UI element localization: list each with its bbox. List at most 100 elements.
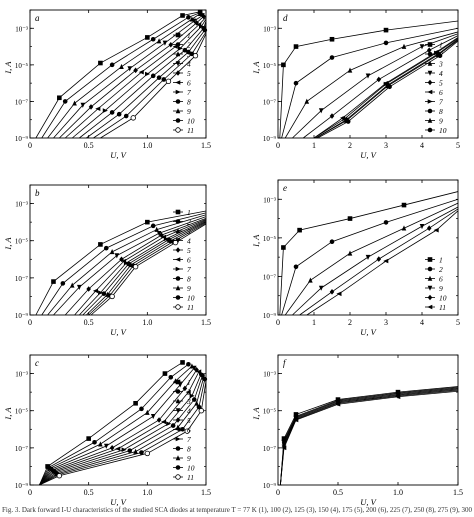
data-point — [98, 441, 103, 447]
series-line — [280, 388, 459, 486]
data-point — [162, 371, 168, 376]
legend-marker — [427, 285, 433, 291]
legend-marker — [175, 417, 181, 423]
series-line — [41, 212, 207, 316]
data-point — [185, 389, 191, 395]
data-point — [304, 98, 310, 104]
legend-label: 6 — [439, 88, 443, 97]
data-point — [182, 385, 188, 392]
data-point — [437, 53, 443, 59]
panel-letter: b — [35, 188, 40, 198]
series-5 — [59, 13, 206, 139]
series-line — [280, 386, 459, 486]
series-10 — [93, 31, 207, 139]
legend-label: 2 — [187, 218, 191, 227]
series-line — [39, 373, 202, 486]
data-point — [186, 361, 191, 367]
data-point — [156, 38, 162, 44]
data-point — [365, 254, 371, 260]
y-axis-label: I, A — [3, 237, 13, 251]
y-tick-label: 10⁻³ — [15, 25, 28, 33]
legend-label: 10 — [187, 464, 195, 473]
data-point — [419, 44, 425, 50]
series-line — [280, 387, 459, 486]
data-point — [72, 100, 77, 106]
x-tick-label: 1.5 — [201, 318, 211, 327]
data-point — [336, 291, 342, 297]
legend-marker — [175, 285, 181, 291]
series-2 — [41, 10, 203, 139]
data-point — [180, 360, 185, 365]
data-point — [329, 239, 335, 245]
data-point — [156, 75, 162, 80]
legend-label: 9 — [439, 284, 443, 293]
x-tick-label: 0 — [28, 141, 32, 150]
data-point — [194, 20, 199, 26]
x-tick-label: 2 — [348, 318, 352, 327]
x-tick-label: 1.5 — [201, 488, 211, 497]
legend-label: 5 — [439, 79, 443, 88]
legend-marker — [175, 389, 181, 394]
data-point — [109, 293, 115, 300]
data-point — [202, 376, 208, 382]
legend-marker — [175, 436, 181, 442]
legend-label: 8 — [187, 275, 191, 284]
data-point — [293, 80, 299, 86]
legend-marker — [175, 446, 181, 451]
series-3 — [47, 214, 207, 316]
data-point — [182, 47, 188, 53]
y-tick-label: 10⁻⁵ — [15, 62, 29, 70]
series-line — [279, 191, 459, 316]
x-tick-label: 1.5 — [453, 488, 463, 497]
legend-label: 5 — [187, 69, 191, 78]
legend-label: 9 — [187, 454, 191, 463]
data-point — [92, 288, 99, 294]
x-tick-label: 0 — [276, 488, 280, 497]
data-point — [127, 448, 133, 453]
panel-letter: f — [283, 358, 287, 368]
legend-marker — [175, 32, 181, 38]
x-tick-label: 3 — [384, 141, 388, 150]
x-tick-label: 5 — [456, 318, 460, 327]
panel-f: 0 0.5 1.0 1.5 10⁻⁹ 10⁻⁷ 10⁻⁵ 10⁻³ U, V I, A f — [251, 354, 463, 507]
y-tick-label: 10⁻⁷ — [263, 98, 277, 106]
data-point — [365, 73, 371, 79]
data-point — [419, 223, 425, 230]
data-point — [121, 447, 127, 453]
data-point — [119, 63, 124, 69]
x-tick-label: 0 — [28, 318, 32, 327]
legend-label: 10 — [187, 294, 195, 303]
data-point — [138, 69, 144, 75]
series-line — [39, 375, 203, 486]
legend-marker — [175, 209, 181, 215]
series-line — [39, 365, 193, 486]
data-point — [201, 13, 206, 20]
y-axis-label: I, A — [251, 61, 261, 75]
legend-label: 8 — [439, 107, 443, 116]
data-point — [116, 111, 122, 117]
legend-label: 3 — [186, 227, 191, 236]
data-point — [115, 446, 121, 452]
data-point — [133, 448, 138, 454]
legend-marker — [175, 465, 181, 470]
data-point — [101, 291, 107, 296]
legend-label: 6 — [187, 79, 191, 88]
series-2 — [281, 27, 459, 139]
data-point — [114, 253, 120, 259]
series-1 — [35, 210, 207, 316]
y-tick-label: 10⁻⁷ — [15, 275, 29, 283]
series-8 — [39, 373, 205, 486]
legend-label: 3 — [186, 397, 191, 406]
x-axis-label: U, V — [360, 327, 377, 337]
legend-marker — [427, 127, 433, 133]
data-point — [98, 290, 104, 296]
plot-frame — [29, 354, 207, 486]
data-point — [98, 242, 103, 247]
legend-label: 1 — [187, 208, 191, 217]
data-point — [80, 102, 86, 108]
x-tick-label: 0 — [276, 318, 280, 327]
x-tick-label: 1.0 — [142, 488, 152, 497]
legend-label: 1 — [439, 41, 443, 50]
legend-label: 1 — [439, 256, 443, 265]
data-point — [297, 227, 302, 233]
